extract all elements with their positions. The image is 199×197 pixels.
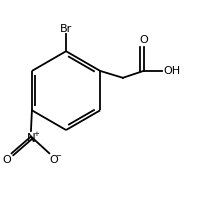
- Text: O: O: [139, 35, 148, 45]
- Text: $\mathregular{N}$: $\mathregular{N}$: [26, 132, 36, 145]
- Text: OH: OH: [163, 66, 180, 76]
- Text: O: O: [50, 155, 59, 165]
- Text: +: +: [33, 131, 39, 137]
- Text: −: −: [55, 153, 61, 159]
- Text: Br: Br: [60, 24, 72, 34]
- Text: O: O: [2, 155, 11, 165]
